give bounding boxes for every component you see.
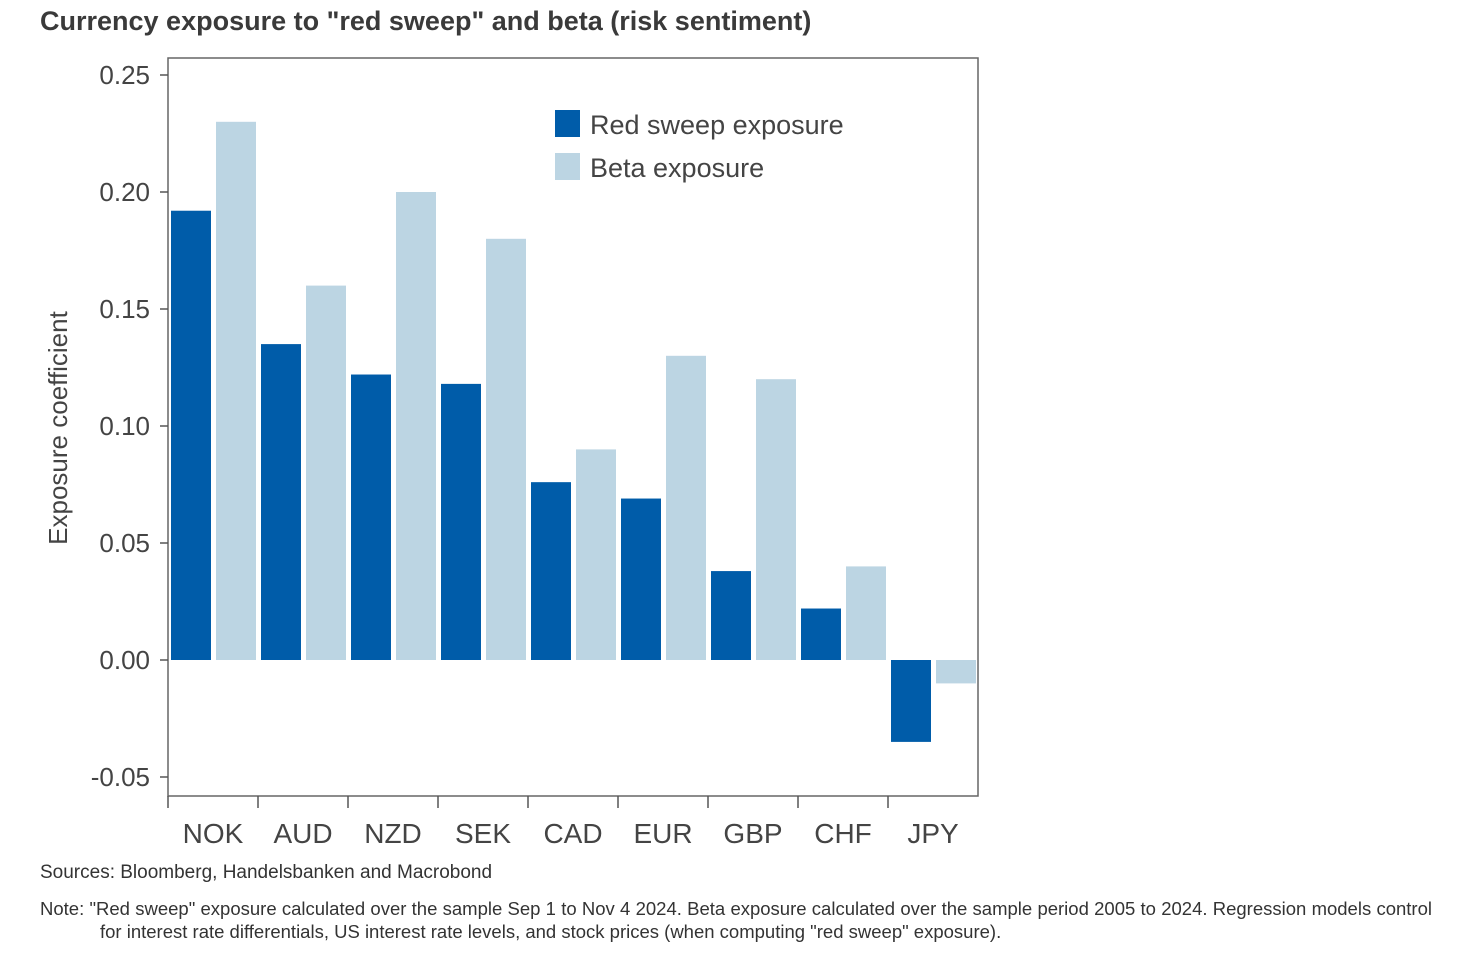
plot-frame: [167, 57, 979, 797]
red-sweep-bar-cad: [531, 482, 571, 660]
sources-text: Sources: Bloomberg, Handelsbanken and Ma…: [40, 862, 493, 883]
legend: Red sweep exposure Beta exposure: [555, 110, 844, 183]
beta-bar-cad: [576, 449, 616, 660]
red-sweep-bar-sek: [441, 383, 481, 660]
legend-swatch: [555, 110, 580, 137]
x-tick-label: GBP: [723, 818, 782, 849]
red-sweep-bar-aud: [261, 344, 301, 660]
red-sweep-bar-chf: [801, 608, 841, 660]
x-tick-label: CAD: [543, 818, 602, 849]
y-axis-label: Exposure coefficient: [43, 310, 73, 544]
red-sweep-bar-nzd: [351, 374, 391, 660]
y-tick-label: 0.10: [99, 411, 150, 441]
plot-border: [167, 57, 979, 797]
beta-bar-gbp: [756, 379, 796, 660]
red-sweep-bar-gbp: [711, 571, 751, 660]
red-sweep-bar-jpy: [891, 660, 931, 742]
red-sweep-bar-nok: [171, 210, 211, 660]
legend-swatch: [555, 153, 580, 180]
y-tick-label: 0.20: [99, 177, 150, 207]
bars: [171, 121, 976, 742]
beta-bar-sek: [486, 238, 526, 661]
y-tick-label: 0.00: [99, 645, 150, 675]
legend-label: Beta exposure: [590, 153, 764, 183]
beta-bar-chf: [846, 566, 886, 660]
beta-bar-aud: [306, 285, 346, 660]
x-axis: NOK AUD NZD SEK CAD EUR GBP CHF JPY: [167, 796, 959, 849]
x-tick-label: CHF: [814, 818, 872, 849]
x-tick-label: AUD: [273, 818, 332, 849]
x-tick-label: NZD: [364, 818, 422, 849]
y-tick-label: 0.15: [99, 294, 150, 324]
note-text: Note: "Red sweep" exposure calculated ov…: [40, 897, 1432, 943]
legend-label: Red sweep exposure: [590, 110, 844, 140]
y-tick-label: 0.05: [99, 528, 150, 558]
red-sweep-bar-eur: [621, 498, 661, 660]
bar-chart: -0.05 0.00 0.05 0.10 0.15 0.20 0.25 NOK AUD NZD S…: [43, 57, 979, 849]
beta-bar-nzd: [396, 192, 436, 660]
note-body: Note: "Red sweep" exposure calculated ov…: [40, 898, 1432, 942]
x-tick-label: EUR: [633, 818, 692, 849]
beta-bar-eur: [666, 355, 706, 660]
x-tick-label: NOK: [183, 818, 244, 849]
chart-title: Currency exposure to "red sweep" and bet…: [40, 6, 812, 36]
y-tick-label: 0.25: [99, 60, 150, 90]
y-axis: -0.05 0.00 0.05 0.10 0.15 0.20 0.25: [91, 60, 168, 792]
y-tick-label: -0.05: [91, 762, 150, 792]
x-tick-label: JPY: [907, 818, 959, 849]
x-tick-label: SEK: [455, 818, 511, 849]
beta-bar-jpy: [936, 660, 976, 684]
beta-bar-nok: [216, 121, 256, 661]
